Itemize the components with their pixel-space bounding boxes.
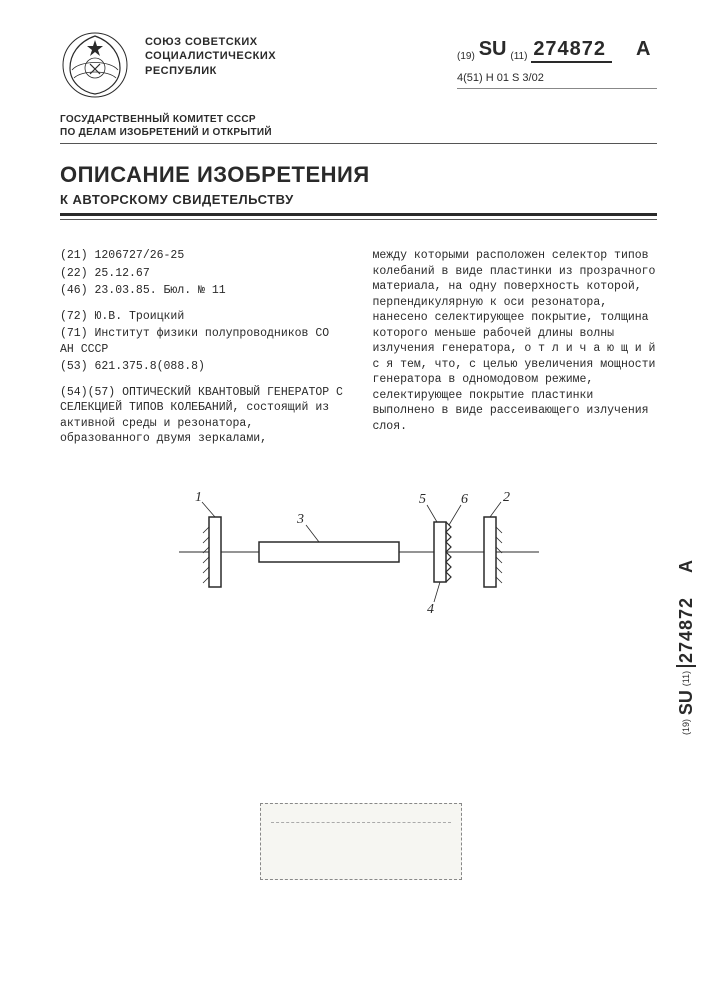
committee: ГОСУДАРСТВЕННЫЙ КОМИТЕТ СССР ПО ДЕЛАМ ИЗ… [60, 113, 657, 139]
committee-l2: ПО ДЕЛАМ ИЗОБРЕТЕНИЙ И ОТКРЫТИЙ [60, 126, 657, 139]
field-71: (71) Институт физики полупроводников СО … [60, 326, 345, 357]
publication-code-block: (19) SU (11) 274872 A 4(51) H 01 S 3/02 [457, 30, 657, 89]
side-publication-code: (19) SU (11) 274872 A [676, 560, 697, 735]
left-column: (21) 1206727/26-25 (22) 25.12.67 (46) 23… [60, 248, 345, 447]
side-number: 274872 [676, 595, 696, 667]
union-line-1: СОЮЗ СОВЕТСКИХ [145, 35, 276, 49]
field-21: (21) 1206727/26-25 [60, 248, 345, 264]
code-number: 274872 [531, 38, 612, 63]
ipc-code: 4(51) H 01 S 3/02 [457, 72, 657, 89]
divider-thin [60, 143, 657, 144]
divider-thin-2 [60, 219, 657, 220]
right-column: между которыми расположен селектор типов… [373, 248, 658, 447]
committee-l1: ГОСУДАРСТВЕННЫЙ КОМИТЕТ СССР [60, 113, 657, 126]
active-medium [259, 542, 399, 562]
label-3: 3 [296, 512, 304, 527]
code-country: SU [479, 38, 507, 60]
label-6: 6 [461, 492, 468, 507]
abstract-left: (54)(57) ОПТИЧЕСКИЙ КВАНТОВЫЙ ГЕНЕРАТОР … [60, 385, 345, 447]
label-1: 1 [195, 490, 202, 505]
ussr-emblem-icon [60, 30, 130, 105]
label-2: 2 [503, 490, 510, 505]
code-mid: (11) [510, 51, 527, 62]
divider-thick-1 [60, 213, 657, 216]
ipc-value: H 01 S 3/02 [486, 72, 544, 84]
union-line-2: СОЦИАЛИСТИЧЕСКИХ [145, 49, 276, 63]
page: СОЮЗ СОВЕТСКИХ СОЦИАЛИСТИЧЕСКИХ РЕСПУБЛИ… [0, 0, 707, 1000]
field-46: (46) 23.03.85. Бюл. № 11 [60, 283, 345, 299]
label-4: 4 [427, 602, 434, 617]
title-sub: К АВТОРСКОМУ СВИДЕТЕЛЬСТВУ [60, 192, 657, 207]
label-5: 5 [419, 492, 426, 507]
ipc-prefix: 4(51) [457, 72, 483, 84]
side-country: SU [676, 690, 696, 715]
code-prefix: (19) [457, 51, 475, 62]
abstract-right: между которыми расположен селектор типов… [373, 248, 658, 434]
side-mid: (11) [681, 671, 691, 686]
field-22: (22) 25.12.67 [60, 266, 345, 282]
body-columns: (21) 1206727/26-25 (22) 25.12.67 (46) 23… [60, 248, 657, 447]
side-suffix: A [676, 560, 696, 573]
diagram: 1 3 5 6 4 2 [60, 487, 657, 617]
side-prefix: (19) [681, 719, 691, 735]
diagram-svg: 1 3 5 6 4 2 [169, 487, 549, 617]
union-line-3: РЕСПУБЛИК [145, 64, 276, 78]
publication-code: (19) SU (11) 274872 A [457, 38, 657, 62]
title-main: ОПИСАНИЕ ИЗОБРЕТЕНИЯ [60, 162, 657, 188]
header: СОЮЗ СОВЕТСКИХ СОЦИАЛИСТИЧЕСКИХ РЕСПУБЛИ… [60, 30, 657, 105]
field-72: (72) Ю.В. Троицкий [60, 309, 345, 325]
field-53: (53) 621.375.8(088.8) [60, 359, 345, 375]
code-suffix: A [636, 38, 650, 60]
stamp-box [260, 803, 462, 880]
header-text: СОЮЗ СОВЕТСКИХ СОЦИАЛИСТИЧЕСКИХ РЕСПУБЛИ… [145, 30, 276, 78]
